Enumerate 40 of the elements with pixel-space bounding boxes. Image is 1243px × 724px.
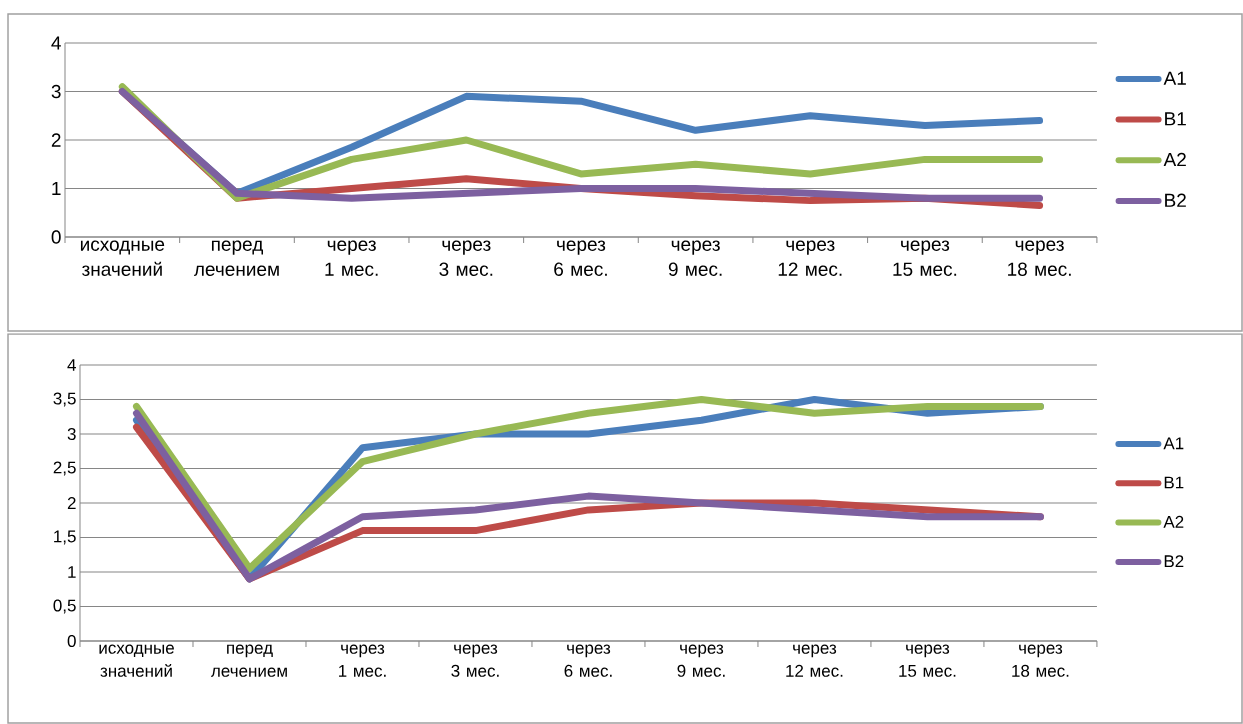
y-tick-label: 0 xyxy=(51,230,61,244)
x-tick-label: через 1 мес. xyxy=(339,644,386,677)
x-tick-label: через 18 мес. xyxy=(1008,240,1071,276)
x-tick-label: исходные значений xyxy=(80,240,165,276)
x-tick-label: через 3 мес. xyxy=(439,240,493,276)
y-tick-label: 2,5 xyxy=(53,461,76,476)
legend-label: B1 xyxy=(1164,476,1184,489)
x-tick-label: исходные значений xyxy=(99,644,174,677)
x-tick-label: через 6 мес. xyxy=(564,644,612,677)
x-tick-label: через 6 мес. xyxy=(554,240,607,276)
y-tick-label: 3 xyxy=(51,84,61,99)
y-tick-label: 3,5 xyxy=(53,392,76,407)
x-tick-label: перед лечением xyxy=(193,240,279,276)
legend-label: A2 xyxy=(1163,515,1184,528)
x-tick-label: через 18 мес. xyxy=(1012,644,1069,677)
legend-label: B2 xyxy=(1164,555,1184,568)
legend-label: A2 xyxy=(1163,152,1186,167)
x-tick-label: через 9 мес. xyxy=(668,240,722,276)
x-tick-label: через 15 мес. xyxy=(899,644,956,677)
legend-label: A1 xyxy=(1163,71,1186,85)
x-tick-label: перед лечением xyxy=(211,644,287,677)
x-tick-label: через 1 мес. xyxy=(325,240,378,276)
y-tick-label: 0 xyxy=(67,634,76,648)
legend-label: B1 xyxy=(1165,112,1186,126)
x-tick-label: через 3 мес. xyxy=(451,644,499,677)
y-tick-label: 2 xyxy=(51,133,61,147)
y-tick-label: 4 xyxy=(67,359,76,371)
x-tick-label: через 9 мес. xyxy=(677,644,725,677)
x-tick-label: через 15 мес. xyxy=(893,240,957,276)
x-tick-label: через 12 мес. xyxy=(786,644,843,677)
legend-label: B2 xyxy=(1165,193,1186,207)
y-tick-label: 4 xyxy=(51,36,61,50)
x-tick-label: через 12 мес. xyxy=(778,240,842,276)
y-tick-label: 1 xyxy=(68,566,76,578)
y-tick-label: 1,5 xyxy=(54,530,76,545)
y-tick-label: 3 xyxy=(67,427,76,441)
legend-label: A1 xyxy=(1163,437,1184,450)
y-tick-label: 2 xyxy=(67,497,76,509)
y-tick-label: 1 xyxy=(52,181,61,196)
y-tick-label: 0,5 xyxy=(53,599,76,614)
